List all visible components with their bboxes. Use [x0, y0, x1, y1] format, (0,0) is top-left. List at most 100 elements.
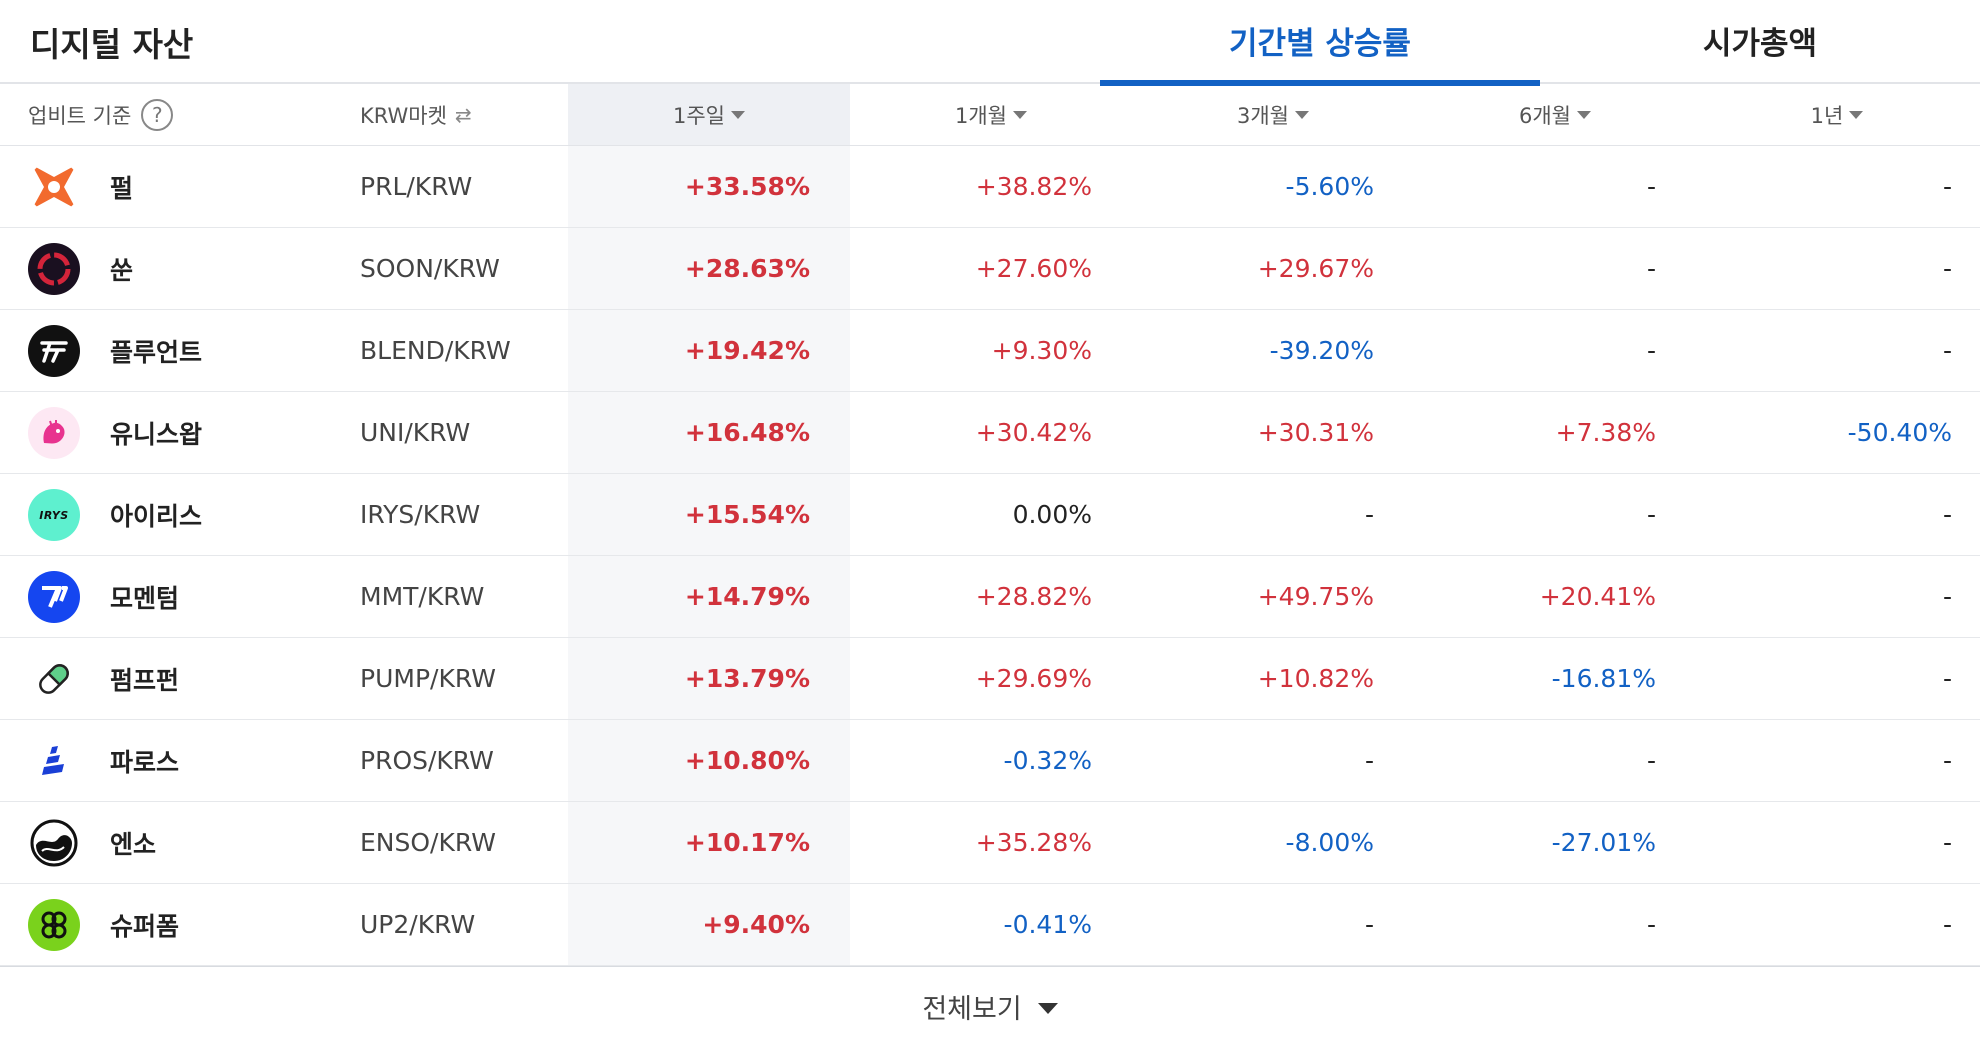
return-1y: -: [1942, 254, 1952, 283]
asset-name: 슈퍼폼: [110, 911, 180, 941]
table-row[interactable]: 플루언트 BLEND/KRW +19.42% +9.30% -39.20% - …: [0, 310, 1980, 392]
basis-label: 업비트 기준: [28, 103, 132, 128]
asset-name: 펌프펀: [110, 665, 180, 695]
page-title: 디지털 자산: [30, 25, 194, 64]
tab-period-return[interactable]: 기간별 상승률: [1100, 18, 1540, 86]
return-1y: -: [1942, 336, 1952, 365]
table-row[interactable]: IRYS 아이리스 IRYS/KRW +15.54% 0.00% - - -: [0, 474, 1980, 556]
asset-name: 펄: [110, 173, 134, 203]
asset-name: 모멘텀: [110, 583, 180, 613]
header: 디지털 자산 기간별 상승률 시가총액: [0, 0, 1980, 86]
table-row[interactable]: 유니스왑 UNI/KRW +16.48% +30.42% +30.31% +7.…: [0, 392, 1980, 474]
return-1y: -50.40%: [1847, 418, 1952, 447]
return-1y: -: [1942, 664, 1952, 693]
return-6m: -: [1646, 746, 1656, 775]
return-1y: -: [1942, 746, 1952, 775]
sort-6m-header[interactable]: 6개월: [1414, 84, 1696, 145]
fluent-logo: [28, 325, 80, 377]
asset-pair: PROS/KRW: [360, 746, 494, 775]
return-1y: -: [1942, 910, 1952, 939]
asset-pair: UP2/KRW: [360, 910, 476, 939]
asset-name: 플루언트: [110, 337, 203, 367]
asset-name: 아이리스: [110, 501, 203, 531]
column-label-1y: 1년: [1810, 103, 1844, 128]
return-1w: +33.58%: [684, 172, 810, 201]
table-row[interactable]: 쑨 SOON/KRW +28.63% +27.60% +29.67% - -: [0, 228, 1980, 310]
market-toggle[interactable]: KRW마켓 ⇄: [360, 84, 472, 145]
asset-table: 펄 PRL/KRW +33.58% +38.82% -5.60% - - 쑨 S…: [0, 146, 1980, 966]
sort-1y-header[interactable]: 1년: [1696, 84, 1978, 145]
irys-logo: IRYS: [28, 489, 80, 541]
return-1w: +9.40%: [702, 910, 810, 939]
table-row[interactable]: 모멘텀 MMT/KRW +14.79% +28.82% +49.75% +20.…: [0, 556, 1980, 638]
return-3m: +10.82%: [1257, 664, 1374, 693]
return-1m: -0.41%: [1003, 910, 1092, 939]
sort-1m-header[interactable]: 1개월: [850, 84, 1132, 145]
pearl-logo: [28, 161, 80, 213]
help-icon[interactable]: ?: [141, 98, 174, 131]
return-6m: -: [1646, 910, 1656, 939]
return-1m: 0.00%: [1012, 500, 1092, 529]
table-row[interactable]: 슈퍼폼 UP2/KRW +9.40% -0.41% - - -: [0, 884, 1980, 966]
caret-down-icon: [1013, 110, 1027, 119]
return-6m: -: [1646, 336, 1656, 365]
return-6m: -: [1646, 254, 1656, 283]
market-label: KRW마켓: [360, 103, 447, 128]
pumpfun-logo: [28, 653, 80, 705]
return-1y: -: [1942, 582, 1952, 611]
return-1y: -: [1942, 828, 1952, 857]
return-1m: -0.32%: [1003, 746, 1092, 775]
return-3m: -: [1364, 746, 1374, 775]
table-row[interactable]: 펄 PRL/KRW +33.58% +38.82% -5.60% - -: [0, 146, 1980, 228]
asset-pair: BLEND/KRW: [360, 336, 511, 365]
return-6m: -27.01%: [1551, 828, 1656, 857]
chevron-down-icon: [1037, 1003, 1058, 1014]
return-3m: -: [1364, 500, 1374, 529]
return-3m: +30.31%: [1257, 418, 1374, 447]
view-all-button[interactable]: 전체보기: [0, 966, 1980, 1046]
return-1m: +28.82%: [975, 582, 1092, 611]
sort-1w-header[interactable]: 1주일: [568, 84, 850, 145]
basis-label-group: 업비트 기준 ?: [28, 84, 174, 145]
swap-icon: ⇄: [454, 102, 472, 127]
superform-logo: [28, 899, 80, 951]
table-row[interactable]: 엔소 ENSO/KRW +10.17% +35.28% -8.00% -27.0…: [0, 802, 1980, 884]
return-1w: +13.79%: [684, 664, 810, 693]
return-1m: +9.30%: [991, 336, 1092, 365]
caret-down-icon: [731, 110, 745, 119]
return-3m: +49.75%: [1257, 582, 1374, 611]
caret-down-icon: [1577, 110, 1591, 119]
return-1w: +10.80%: [684, 746, 810, 775]
return-6m: +20.41%: [1539, 582, 1656, 611]
column-label-1w: 1주일: [672, 103, 725, 128]
selected-column-highlight: [568, 146, 850, 966]
return-1m: +27.60%: [975, 254, 1092, 283]
asset-name: 파로스: [110, 747, 180, 777]
return-1w: +15.54%: [684, 500, 810, 529]
caret-down-icon: [1849, 110, 1864, 119]
return-1y: -: [1942, 500, 1952, 529]
caret-down-icon: [1295, 110, 1309, 119]
soon-logo: [28, 243, 80, 295]
asset-name: 엔소: [110, 829, 157, 859]
return-3m: -39.20%: [1269, 336, 1374, 365]
asset-pair: SOON/KRW: [360, 254, 500, 283]
return-6m: +7.38%: [1555, 418, 1656, 447]
sort-3m-header[interactable]: 3개월: [1132, 84, 1414, 145]
column-label-3m: 3개월: [1236, 103, 1289, 128]
asset-pair: IRYS/KRW: [360, 500, 481, 529]
pharos-logo: [28, 735, 80, 787]
column-header: 업비트 기준 ? KRW마켓 ⇄ 1주일 1개월 3개월 6개월 1년: [0, 84, 1980, 146]
return-1w: +14.79%: [684, 582, 810, 611]
enso-logo: [28, 817, 80, 869]
tab-market-cap[interactable]: 시가총액: [1702, 26, 1818, 62]
momentum-logo: [28, 571, 80, 623]
return-6m: -16.81%: [1551, 664, 1656, 693]
return-1y: -: [1942, 172, 1952, 201]
table-row[interactable]: 펌프펀 PUMP/KRW +13.79% +29.69% +10.82% -16…: [0, 638, 1980, 720]
table-row[interactable]: 파로스 PROS/KRW +10.80% -0.32% - - -: [0, 720, 1980, 802]
return-3m: +29.67%: [1257, 254, 1374, 283]
return-1w: +28.63%: [684, 254, 810, 283]
return-1m: +38.82%: [975, 172, 1092, 201]
asset-name: 쑨: [110, 255, 134, 285]
